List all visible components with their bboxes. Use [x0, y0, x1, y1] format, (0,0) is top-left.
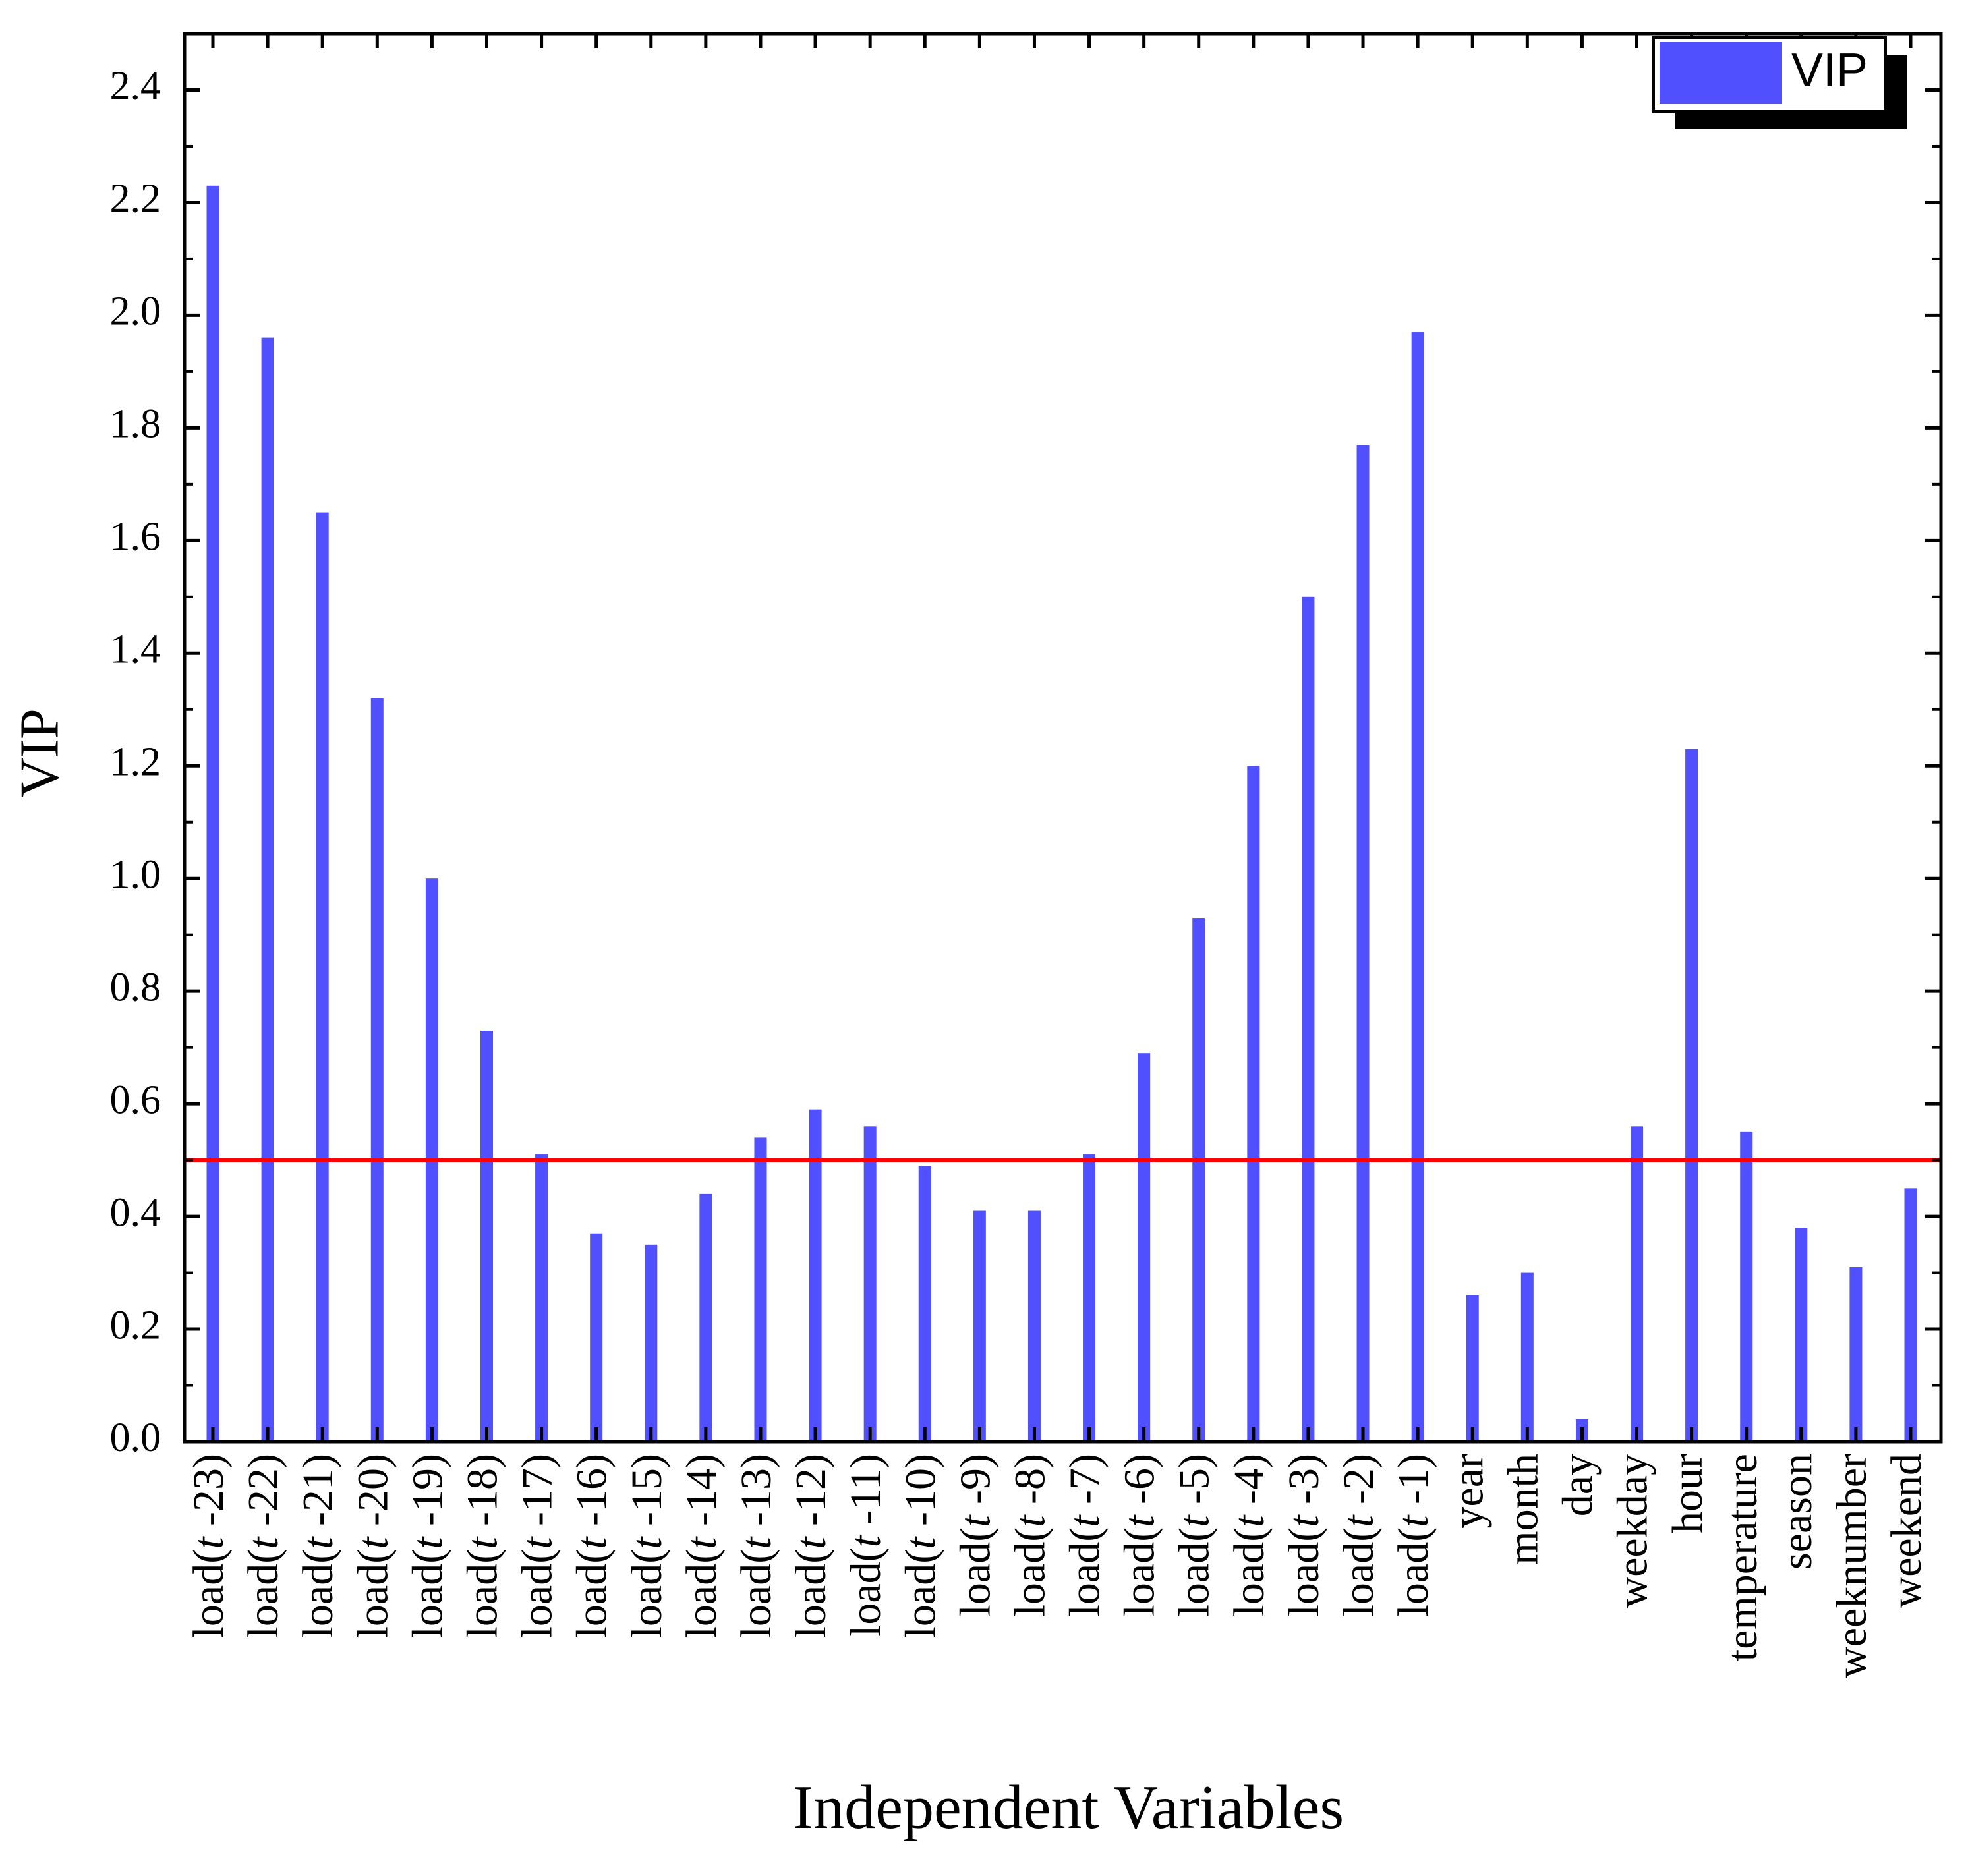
bar-23	[1411, 332, 1424, 1442]
y-tick-label: 0.4	[110, 1190, 161, 1235]
y-tick-label: 1.8	[110, 402, 161, 447]
bar-2	[261, 337, 274, 1442]
x-tick-label: year	[1444, 1454, 1492, 1529]
x-tick-label: month	[1499, 1454, 1547, 1565]
x-tick-label: weekday	[1609, 1454, 1657, 1608]
bar-16	[1027, 1210, 1041, 1442]
x-tick-label: load(t -10)	[896, 1454, 944, 1638]
bar-28	[1685, 749, 1698, 1442]
y-axis-ticks: 0.0 0.2 0.4 0.6 0.8 1.0 1.2 1.4 1.6 1.8 2.0 2.2 2.4	[110, 32, 1941, 1460]
bar-10	[699, 1193, 712, 1442]
x-tick-label: load(t -9)	[951, 1454, 999, 1616]
y-tick-label: 0.6	[110, 1077, 161, 1122]
x-tick-label: load(t -20)	[349, 1454, 397, 1638]
bar-8	[590, 1233, 603, 1442]
x-tick-label: load(t -19)	[404, 1454, 452, 1638]
legend: VIP	[1652, 36, 1907, 129]
bar-32	[1904, 1188, 1917, 1442]
y-tick-label: 0.0	[110, 1415, 161, 1460]
x-tick-label: load(t -3)	[1280, 1454, 1328, 1616]
bar-1	[206, 185, 219, 1442]
y-tick-label: 2.2	[110, 177, 161, 221]
x-tick-label: load(t -18)	[459, 1454, 507, 1638]
y-tick-label: 1.0	[110, 852, 161, 897]
bar-29	[1740, 1131, 1753, 1442]
x-tick-label: load(t -21)	[294, 1454, 342, 1638]
y-tick-label: 2.0	[110, 289, 161, 334]
x-tick-label: load(t -4)	[1225, 1454, 1273, 1616]
bar-18	[1138, 1053, 1151, 1442]
bar-14	[918, 1166, 931, 1442]
x-tick-label: load(t -13)	[732, 1454, 780, 1638]
y-axis-label: VIP	[9, 708, 70, 797]
x-tick-label: load(t -15)	[623, 1454, 671, 1638]
x-axis-label: Independent Variables	[793, 1773, 1344, 1842]
x-tick-label: load(t -14)	[678, 1454, 726, 1638]
x-tick-label: load(t -5)	[1171, 1454, 1219, 1616]
bar-31	[1849, 1267, 1863, 1442]
bar-27	[1631, 1126, 1644, 1442]
x-tick-label: load(t -17)	[513, 1454, 562, 1638]
bar-24	[1466, 1295, 1479, 1442]
plot-frame	[183, 32, 1943, 1444]
bar-9	[645, 1244, 658, 1442]
bar-12	[809, 1109, 822, 1442]
bar-30	[1795, 1228, 1808, 1442]
x-tick-label: load(t -7)	[1061, 1454, 1109, 1616]
x-tick-label: load(t -22)	[239, 1454, 287, 1638]
y-tick-label: 1.6	[110, 515, 161, 559]
x-axis-ticks: load(t -23)load(t -22)load(t -21)load(t …	[185, 34, 1930, 1678]
bar-15	[973, 1210, 986, 1442]
bars-layer	[206, 185, 1917, 1442]
bar-4	[370, 698, 384, 1442]
y-tick-label: 0.2	[110, 1303, 161, 1348]
x-tick-label: load(t -1)	[1389, 1454, 1437, 1616]
x-tick-label: load(t -11)	[842, 1454, 890, 1637]
bar-19	[1192, 918, 1205, 1442]
x-tick-label: load(t -16)	[568, 1454, 616, 1638]
x-tick-label: season	[1773, 1454, 1821, 1570]
bar-13	[863, 1126, 877, 1442]
bar-22	[1356, 445, 1370, 1442]
x-tick-label: weekend	[1882, 1454, 1930, 1608]
x-tick-label: load(t -23)	[185, 1454, 233, 1638]
x-tick-label: weeknumber	[1828, 1454, 1876, 1678]
bar-11	[754, 1137, 767, 1442]
x-tick-label: load(t -8)	[1006, 1454, 1055, 1616]
y-tick-label: 1.4	[110, 627, 161, 672]
y-tick-label: 1.2	[110, 739, 161, 784]
bar-3	[316, 512, 329, 1442]
y-tick-label: 2.4	[110, 64, 161, 109]
legend-label: VIP	[1791, 44, 1868, 97]
x-tick-label: load(t -12)	[787, 1454, 835, 1638]
x-tick-label: load(t -6)	[1116, 1454, 1164, 1616]
legend-swatch	[1660, 42, 1782, 104]
y-tick-label: 0.8	[110, 965, 161, 1009]
x-tick-label: load(t -2)	[1335, 1454, 1383, 1616]
bar-20	[1247, 766, 1260, 1442]
bar-21	[1302, 596, 1315, 1442]
bar-6	[480, 1030, 493, 1442]
x-tick-label: temperature	[1718, 1454, 1766, 1661]
x-tick-label: day	[1554, 1454, 1602, 1516]
x-tick-label: hour	[1663, 1454, 1712, 1533]
axes-layer	[183, 32, 1943, 1444]
bar-25	[1520, 1272, 1534, 1442]
bar-17	[1083, 1154, 1096, 1442]
bar-7	[535, 1154, 548, 1442]
